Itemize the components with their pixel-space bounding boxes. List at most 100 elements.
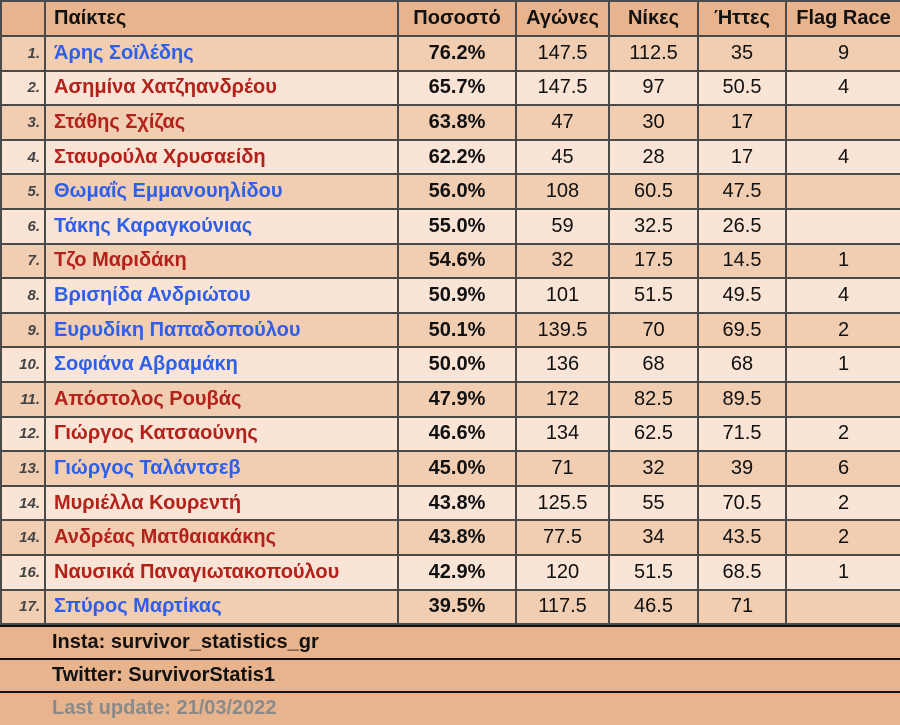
player-name: Γιώργος Ταλάντσεβ: [44, 450, 399, 487]
header-losses: Ήττες: [697, 0, 787, 37]
games-cell: 172: [515, 380, 610, 418]
player-name: Άρης Σοϊλέδης: [44, 35, 399, 72]
player-name: Ναυσικά Παναγιωτακοπούλου: [44, 553, 399, 591]
percentage-cell: 43.8%: [397, 484, 517, 522]
games-cell: 134: [515, 415, 610, 453]
losses-cell: 47.5: [697, 173, 787, 210]
table-row: 17. Σπύρος Μαρτίκας 39.5% 117.5 46.5 71: [0, 588, 900, 626]
table-row: 7. Τζο Μαριδάκη 54.6% 32 17.5 14.5 1: [0, 242, 900, 280]
table-row: 10. Σοφιάνα Αβραμάκη 50.0% 136 68 68 1: [0, 346, 900, 383]
percentage-cell: 56.0%: [397, 173, 517, 210]
rank-cell: 5.: [0, 173, 46, 210]
percentage-cell: 50.9%: [397, 277, 517, 314]
flag-race-cell: [785, 173, 900, 210]
flag-race-cell: 2: [785, 484, 900, 522]
flag-race-cell: 4: [785, 69, 900, 107]
flag-race-cell: 1: [785, 553, 900, 591]
table-row: 1. Άρης Σοϊλέδης 76.2% 147.5 112.5 35 9: [0, 35, 900, 72]
flag-race-cell: 2: [785, 519, 900, 556]
player-name: Σπύρος Μαρτίκας: [44, 588, 399, 626]
rank-cell: 13.: [0, 450, 46, 487]
wins-cell: 34: [608, 519, 699, 556]
table-row: 6. Τάκης Καραγκούνιας 55.0% 59 32.5 26.5: [0, 207, 900, 245]
player-name: Τάκης Καραγκούνιας: [44, 207, 399, 245]
flag-race-cell: 6: [785, 450, 900, 487]
wins-cell: 51.5: [608, 277, 699, 314]
rank-cell: 7.: [0, 242, 46, 280]
flag-race-cell: 4: [785, 138, 900, 176]
flag-race-cell: [785, 380, 900, 418]
losses-cell: 50.5: [697, 69, 787, 107]
wins-cell: 28: [608, 138, 699, 176]
losses-cell: 39: [697, 450, 787, 487]
player-name: Μυριέλλα Κουρεντή: [44, 484, 399, 522]
percentage-cell: 55.0%: [397, 207, 517, 245]
rank-cell: 14.: [0, 519, 46, 556]
footer-twitter: Twitter: SurvivorStatis1: [0, 658, 900, 692]
losses-cell: 49.5: [697, 277, 787, 314]
header-percentage: Ποσοστό: [397, 0, 517, 37]
rank-cell: 10.: [0, 346, 46, 383]
flag-race-cell: 1: [785, 242, 900, 280]
rank-cell: 6.: [0, 207, 46, 245]
losses-cell: 89.5: [697, 380, 787, 418]
wins-cell: 62.5: [608, 415, 699, 453]
percentage-cell: 62.2%: [397, 138, 517, 176]
rank-cell: 2.: [0, 69, 46, 107]
percentage-cell: 50.1%: [397, 311, 517, 349]
games-cell: 101: [515, 277, 610, 314]
rank-cell: 1.: [0, 35, 46, 72]
header-flag-race: Flag Race: [785, 0, 900, 37]
losses-cell: 70.5: [697, 484, 787, 522]
percentage-cell: 45.0%: [397, 450, 517, 487]
flag-race-cell: [785, 588, 900, 626]
flag-race-cell: 2: [785, 311, 900, 349]
losses-cell: 68: [697, 346, 787, 383]
percentage-cell: 50.0%: [397, 346, 517, 383]
table-row: 9. Ευρυδίκη Παπαδοπούλου 50.1% 139.5 70 69.5 2: [0, 311, 900, 349]
losses-cell: 68.5: [697, 553, 787, 591]
losses-cell: 71.5: [697, 415, 787, 453]
wins-cell: 112.5: [608, 35, 699, 72]
table-row: 11. Απόστολος Ρουβάς 47.9% 172 82.5 89.5: [0, 380, 900, 418]
games-cell: 120: [515, 553, 610, 591]
percentage-cell: 47.9%: [397, 380, 517, 418]
rank-cell: 11.: [0, 380, 46, 418]
table-row: 8. Βρισηίδα Ανδριώτου 50.9% 101 51.5 49.5 4: [0, 277, 900, 314]
games-cell: 47: [515, 104, 610, 141]
player-name: Ευρυδίκη Παπαδοπούλου: [44, 311, 399, 349]
header-wins: Νίκες: [608, 0, 699, 37]
header-rank: [0, 0, 46, 37]
games-cell: 147.5: [515, 69, 610, 107]
footer-last-update: Last update: 21/03/2022: [0, 691, 900, 725]
wins-cell: 68: [608, 346, 699, 383]
wins-cell: 82.5: [608, 380, 699, 418]
rank-cell: 12.: [0, 415, 46, 453]
player-name: Απόστολος Ρουβάς: [44, 380, 399, 418]
table-row: 14. Ανδρέας Ματθαιακάκης 43.8% 77.5 34 43.5 2: [0, 519, 900, 556]
wins-cell: 17.5: [608, 242, 699, 280]
wins-cell: 30: [608, 104, 699, 141]
wins-cell: 60.5: [608, 173, 699, 210]
player-name: Ασημίνα Χατζηανδρέου: [44, 69, 399, 107]
player-name: Ανδρέας Ματθαιακάκης: [44, 519, 399, 556]
table-row: 12. Γιώργος Κατσαούνης 46.6% 134 62.5 71.5 2: [0, 415, 900, 453]
table-row: 16. Ναυσικά Παναγιωτακοπούλου 42.9% 120 51.5…: [0, 553, 900, 591]
player-name: Στάθης Σχίζας: [44, 104, 399, 141]
games-cell: 45: [515, 138, 610, 176]
losses-cell: 43.5: [697, 519, 787, 556]
flag-race-cell: [785, 207, 900, 245]
wins-cell: 32.5: [608, 207, 699, 245]
rank-cell: 14.: [0, 484, 46, 522]
games-cell: 71: [515, 450, 610, 487]
percentage-cell: 76.2%: [397, 35, 517, 72]
flag-race-cell: 1: [785, 346, 900, 383]
header-row: Παίκτες Ποσοστό Αγώνες Νίκες Ήττες Flag …: [0, 0, 900, 37]
header-players: Παίκτες: [44, 0, 399, 37]
table-row: 2. Ασημίνα Χατζηανδρέου 65.7% 147.5 97 50.5 4: [0, 69, 900, 107]
flag-race-cell: [785, 104, 900, 141]
rank-cell: 4.: [0, 138, 46, 176]
player-name: Σταυρούλα Χρυσαείδη: [44, 138, 399, 176]
losses-cell: 14.5: [697, 242, 787, 280]
games-cell: 147.5: [515, 35, 610, 72]
